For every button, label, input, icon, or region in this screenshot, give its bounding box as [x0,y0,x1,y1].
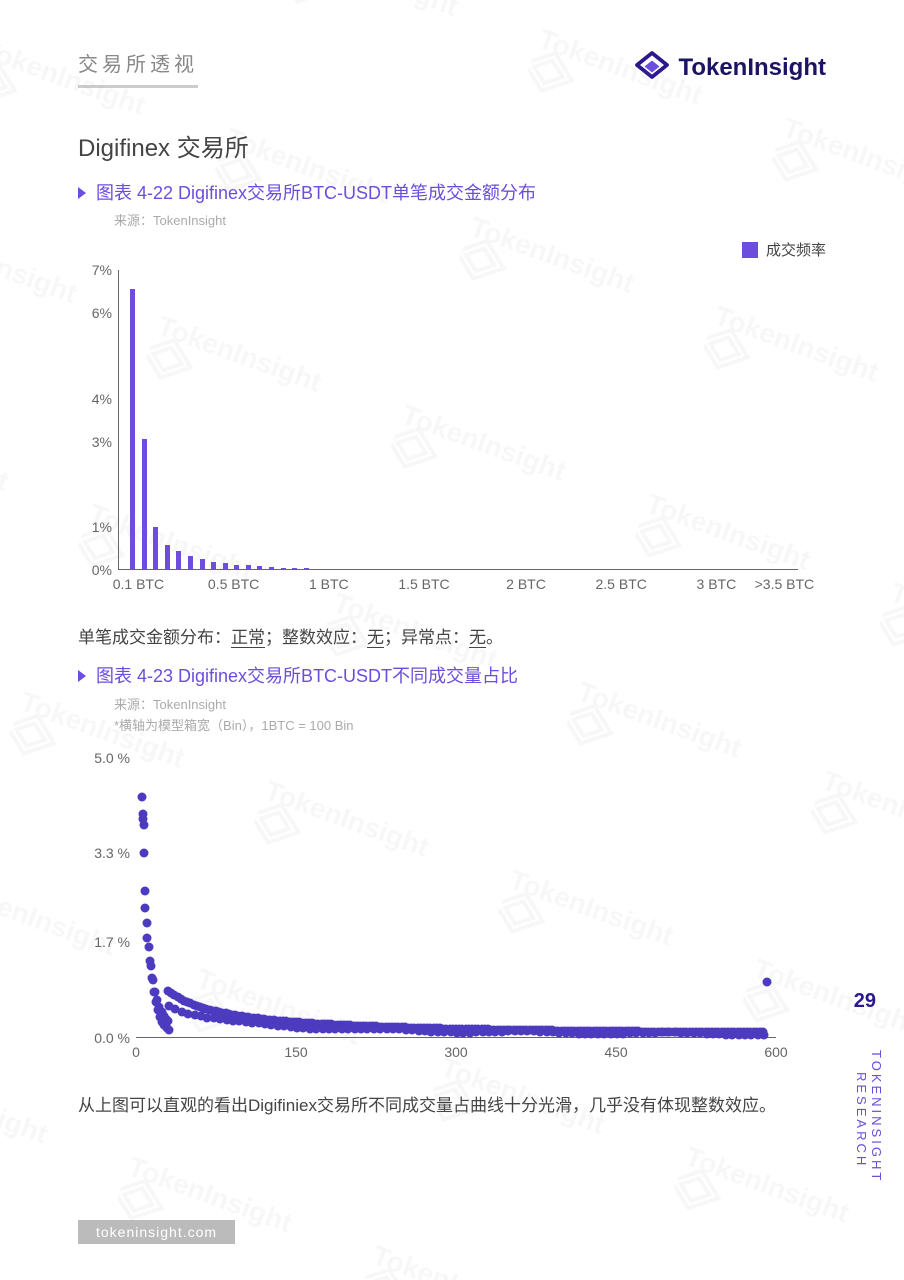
caret-icon [78,670,86,682]
chart-4-22: 图表 4-22 Digifinex交易所BTC-USDT单笔成交金额分布 来源：… [0,181,904,598]
chart1-canvas: 0%1%3%4%6%7%0.1 BTC0.5 BTC1 BTC1.5 BTC2 … [78,270,826,598]
chart-source: 来源：TokenInsight [114,210,536,229]
bar [188,556,193,570]
x-tick: >3.5 BTC [755,570,815,592]
bar [130,289,135,570]
x-tick: 150 [284,1038,307,1060]
bar [246,565,251,570]
page-header: 交易所透视 TokenInsight [0,0,904,88]
bar [269,567,274,570]
x-tick: 0.5 BTC [208,570,259,592]
chart-4-23: 图表 4-23 Digifinex交易所BTC-USDT不同成交量占比 来源：T… [0,664,904,1065]
scatter-dot [164,1017,173,1026]
side-label: TOKENINSIGHT RESEARCH [854,1050,884,1183]
logo-icon [634,50,670,86]
x-tick: 2.5 BTC [596,570,647,592]
y-tick: 0.0 % [94,1030,136,1046]
x-tick: 3 BTC [697,570,737,592]
scatter-dot [151,987,160,996]
header-title: 交易所透视 [78,48,198,88]
bar [234,565,239,571]
bar [292,568,297,570]
bar [223,563,228,570]
scatter-dot [760,1030,769,1039]
chart-source: 来源：TokenInsight [114,694,518,713]
chart-title: 图表 4-23 Digifinex交易所BTC-USDT不同成交量占比 [96,664,518,689]
x-tick: 1.5 BTC [398,570,449,592]
bar [304,568,309,570]
chart-note: *横轴为模型箱宽（Bin），1BTC = 100 Bin [114,715,518,734]
x-tick: 2 BTC [506,570,546,592]
x-tick: 300 [444,1038,467,1060]
scatter-dot [149,976,158,985]
bar [153,527,158,570]
bar [200,559,205,570]
legend-swatch [742,242,758,258]
x-tick: 0.1 BTC [113,570,164,592]
x-tick: 600 [764,1038,787,1060]
y-tick: 6% [92,305,118,321]
x-tick: 1 BTC [309,570,349,592]
logo: TokenInsight [634,50,826,86]
scatter-dot [141,904,150,913]
y-tick: 1.7 % [94,934,136,950]
y-tick: 7% [92,262,118,278]
legend-label: 成交频率 [766,239,826,260]
bar [257,566,262,570]
y-tick: 1% [92,519,118,535]
chart1-description: 单笔成交金额分布：正常；整数效应：无；异常点：无。 [0,598,904,664]
page-number: 29 [854,990,876,1013]
scatter-dot [164,1026,173,1035]
caret-icon [78,187,86,199]
scatter-dot [763,977,772,986]
bar [165,545,170,570]
scatter-dot [140,887,149,896]
bar [142,439,147,570]
y-tick: 5.0 % [94,750,136,766]
x-tick: 450 [604,1038,627,1060]
footer-url: tokeninsight.com [78,1220,235,1244]
x-tick: 0 [132,1038,140,1060]
chart-legend: 成交频率 [78,229,826,260]
scatter-dot [143,933,152,942]
scatter-dot [138,792,147,801]
bar [281,568,286,571]
chart2-canvas: 0.0 %1.7 %3.3 %5.0 %0150300450600 [78,758,826,1066]
y-tick: 4% [92,391,118,407]
scatter-dot [144,943,153,952]
section-title: Digifinex 交易所 [0,88,904,181]
chart2-description: 从上图可以直观的看出Digifiniex交易所不同成交量占曲线十分光滑，几乎没有… [0,1066,904,1132]
y-tick: 3.3 % [94,845,136,861]
scatter-dot [146,961,155,970]
bar [211,562,216,571]
chart-title: 图表 4-22 Digifinex交易所BTC-USDT单笔成交金额分布 [96,181,536,206]
logo-text: TokenInsight [678,54,826,82]
scatter-dot [139,820,148,829]
bar [176,551,181,570]
scatter-dot [142,918,151,927]
scatter-dot [140,848,149,857]
y-tick: 3% [92,434,118,450]
